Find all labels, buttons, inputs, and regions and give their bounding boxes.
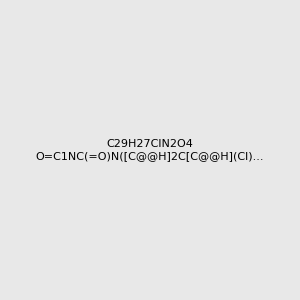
Text: C29H27ClN2O4
O=C1NC(=O)N([C@@H]2C[C@@H](Cl)...: C29H27ClN2O4 O=C1NC(=O)N([C@@H]2C[C@@H](…	[36, 139, 264, 161]
